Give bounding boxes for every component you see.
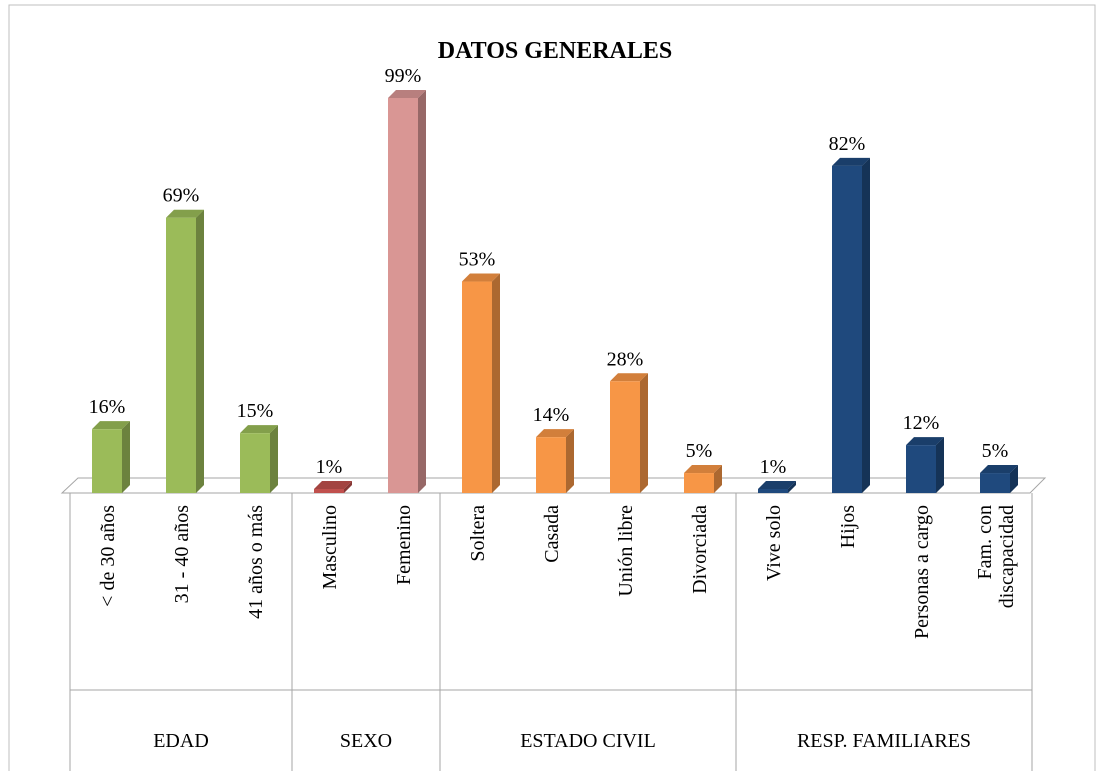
bar-top-shade [166,209,204,218]
bar [166,217,196,494]
bar-side [714,465,722,493]
chart-title: DATOS GENERALES [438,38,673,64]
group-label: ESTADO CIVIL [520,730,656,752]
bar-side [788,481,796,493]
bar-top-shade [906,437,944,446]
value-label: 28% [607,348,644,370]
bar-top-shade [980,465,1018,474]
category-label: 31 - 40 años [171,505,193,604]
bar [92,429,122,493]
bar-top [92,421,130,430]
bar-top-shade [684,465,722,474]
bar-top [610,373,648,382]
bar-top-shade [388,90,426,98]
value-label: 15% [237,400,274,422]
bar [832,165,862,493]
bar-side-shade [492,273,500,493]
category-label: Hijos [837,505,859,549]
bar-top [980,465,1018,474]
bar-side [936,437,944,493]
bar [906,445,936,493]
bar-side-shade [566,429,574,493]
value-label: 1% [760,456,787,478]
bar-top [314,481,352,490]
category-label: 41 años o más [245,505,267,619]
bar-side [122,421,130,493]
bar-side [862,157,870,493]
bar-side [418,90,426,493]
bar-side-shade [936,437,944,493]
bar-top-shade [610,373,648,382]
bar [314,489,344,493]
bar-top [758,481,796,490]
bar [240,433,270,493]
bar-top [832,157,870,166]
category-label: Femenino [393,505,415,585]
category-label: Personas a cargo [911,505,933,639]
bar-side-shade [122,421,130,493]
value-label: 14% [533,404,570,426]
value-label: 53% [459,249,496,271]
value-label: 16% [89,396,126,418]
group-label: EDAD [153,730,209,752]
value-label: 82% [829,133,866,155]
bar-side-shade [270,425,278,493]
bar-top [684,465,722,474]
frame [8,4,1096,771]
bar-top [906,437,944,446]
bar-top [536,429,574,438]
bar-side-shade [344,481,352,493]
bar-side [492,273,500,493]
bar-top-shade [758,481,796,490]
bar [462,281,492,493]
category-label: Vive solo [763,505,785,581]
bar [388,98,418,493]
bar-side [344,481,352,493]
bar-side [1010,465,1018,493]
bar-side [566,429,574,493]
bar-top [462,273,500,282]
category-label: Casada [541,505,563,563]
group-label: RESP. FAMILIARES [797,730,971,752]
bar-top [388,90,426,98]
group-label: SEXO [340,730,392,752]
value-label: 5% [982,440,1009,462]
bar [536,437,566,493]
bar [610,381,640,493]
category-label: Divorciada [689,505,711,594]
bar-side-shade [418,90,426,493]
bar-side [270,425,278,493]
bar [758,489,788,493]
bar-side-shade [196,209,204,494]
bar-side-shade [788,481,796,493]
bar-top-shade [92,421,130,430]
value-label: 99% [385,65,422,87]
category-label: Soltera [467,505,489,562]
bar-side [196,209,204,494]
value-label: 12% [903,412,940,434]
value-label: 5% [686,440,713,462]
value-label: 1% [316,456,343,478]
category-label: Unión libre [615,505,637,597]
bar [684,473,714,493]
bar-side-shade [1010,465,1018,493]
category-label: Fam. condiscapacidad [974,505,1018,608]
bar-top-shade [314,481,352,490]
bar-side [640,373,648,493]
bar-top-shade [832,157,870,166]
bar-side-shade [640,373,648,493]
value-label: 69% [163,185,200,207]
bar-side-shade [714,465,722,493]
bar-top-shade [240,425,278,434]
bar-top [166,209,204,218]
category-label: < de 30 años [97,505,119,607]
bar-top-shade [536,429,574,438]
bar [980,473,1010,493]
bar-side-shade [862,157,870,493]
category-label: Masculino [319,505,341,589]
bar-top-shade [462,273,500,282]
bar-top [240,425,278,434]
